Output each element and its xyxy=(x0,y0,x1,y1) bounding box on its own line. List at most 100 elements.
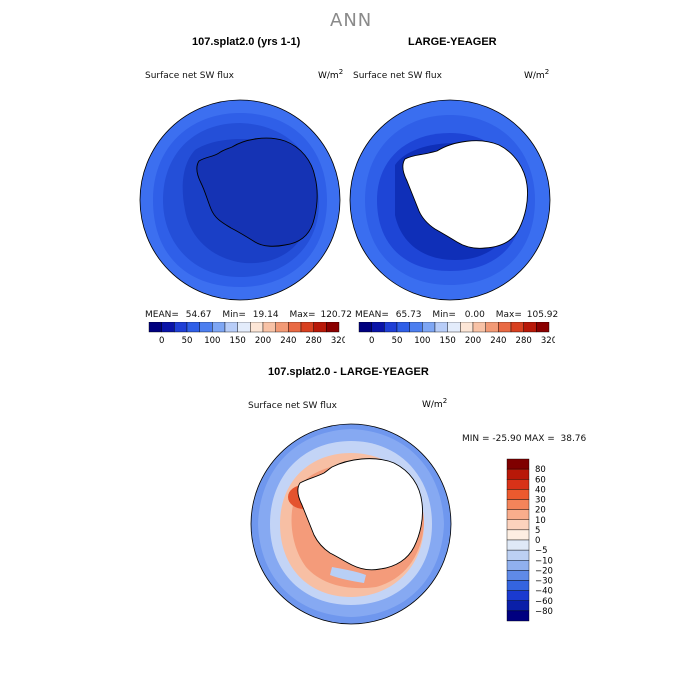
cb1-swatch-1 xyxy=(161,322,175,333)
panel-1-mean-value: 54.67 xyxy=(185,310,212,320)
cb2-swatch-10 xyxy=(485,322,499,333)
map2-boundary xyxy=(349,99,551,301)
panel-2-colorbar: 0 50 100 150 200 240 280 320 xyxy=(358,322,555,346)
cb3-swatch-10 xyxy=(506,560,530,571)
map2-antarctica-mask xyxy=(402,140,528,249)
cb3-tick-label: 30 xyxy=(535,496,546,506)
cb3-swatch-1 xyxy=(506,468,530,480)
panel-1-stats: MEAN= 54.67 Min= 19.14 Max= 120.72 xyxy=(145,310,352,320)
cb1-swatch-4 xyxy=(199,322,213,333)
map1-antarctica-outline xyxy=(196,137,318,247)
cb3-tick-label: −80 xyxy=(535,607,553,617)
cb3-swatch-12 xyxy=(506,580,530,591)
panel-1-max-value: 120.72 xyxy=(320,310,352,320)
cb1-swatch-14 xyxy=(326,322,340,333)
panel-1-variable-label: Surface net SW flux xyxy=(145,71,234,81)
cb2-swatch-9 xyxy=(472,322,486,333)
cb3-tick-label: 5 xyxy=(535,526,540,536)
cb2-tick-label: 240 xyxy=(490,336,506,346)
panel-2-mean-value: 65.73 xyxy=(395,310,422,320)
map3-cool-notch xyxy=(330,567,366,583)
cb3-swatch-8 xyxy=(506,539,530,551)
panel-1-min-label: Min= xyxy=(222,310,246,320)
cb2-swatch-14 xyxy=(536,322,550,333)
map1-left-strip xyxy=(140,100,147,300)
cb3-swatch-3 xyxy=(506,489,530,500)
cb1-swatch-3 xyxy=(186,322,200,333)
cb3-tick-label: −40 xyxy=(535,587,553,597)
cb3-tick-label: 40 xyxy=(535,485,546,495)
panel-2-max-value: 105.92 xyxy=(526,310,559,320)
cb2-swatch-4 xyxy=(409,322,423,333)
cb3-swatch-11 xyxy=(506,570,530,581)
cb3-tick-label: 0 xyxy=(535,536,540,546)
panel-1-min-value: 19.14 xyxy=(252,310,279,320)
cb3-swatch-6 xyxy=(506,519,530,531)
map-panel-2 xyxy=(349,99,551,301)
panel-2-variable-label: Surface net SW flux xyxy=(353,71,442,81)
cb1-tick-label: 150 xyxy=(230,336,246,346)
cb2-tick-label: 0 xyxy=(369,336,374,346)
map3-boundary xyxy=(250,423,452,625)
cb2-swatch-7 xyxy=(447,322,461,333)
panel-3-title: 107.splat2.0 - LARGE-YEAGER xyxy=(268,366,429,378)
cb1-swatch-0 xyxy=(148,322,162,333)
cb3-swatch-2 xyxy=(506,479,530,490)
panel-2-min-label: Min= xyxy=(432,310,456,320)
cb2-swatch-5 xyxy=(422,322,436,333)
cb3-swatch-15 xyxy=(506,610,530,622)
cb1-swatch-5 xyxy=(212,322,226,333)
cb3-swatch-14 xyxy=(506,600,530,612)
cb1-swatch-7 xyxy=(237,322,251,333)
cb2-swatch-3 xyxy=(396,322,410,333)
cb2-swatch-8 xyxy=(460,322,474,333)
cb3-tick-label: −10 xyxy=(535,556,553,566)
panel-3-units: W/m2 xyxy=(422,397,448,410)
cb1-swatch-8 xyxy=(250,322,264,333)
cb2-tick-label: 50 xyxy=(392,336,403,346)
cb1-tick-label: 320 xyxy=(331,336,345,346)
cb1-tick-label: 100 xyxy=(204,336,220,346)
cb2-tick-label: 200 xyxy=(465,336,481,346)
cb1-swatch-6 xyxy=(224,322,238,333)
cb2-swatch-6 xyxy=(434,322,448,333)
cb3-tick-label: −60 xyxy=(535,597,553,607)
cb3-swatch-4 xyxy=(506,499,530,510)
cb1-swatch-2 xyxy=(174,322,188,333)
cb2-tick-label: 280 xyxy=(516,336,532,346)
panel-2-units: W/m2 xyxy=(524,68,550,81)
panel-1-colorbar: 0 50 100 150 200 240 280 320 xyxy=(148,322,345,346)
panel-3-variable-label: Surface net SW flux xyxy=(248,401,337,411)
cb1-swatch-11 xyxy=(288,322,302,333)
cb3-swatch-5 xyxy=(506,509,530,520)
cb1-swatch-13 xyxy=(313,322,327,333)
cb3-swatch-7 xyxy=(506,529,530,541)
cb3-tick-label: −20 xyxy=(535,566,553,576)
cb2-swatch-11 xyxy=(498,322,512,333)
panel-1-units: W/m2 xyxy=(318,68,344,81)
cb1-tick-label: 240 xyxy=(280,336,296,346)
cb2-swatch-0 xyxy=(358,322,372,333)
cb3-tick-label: 10 xyxy=(535,516,546,526)
cb3-swatch-13 xyxy=(506,590,530,601)
cb2-tick-label: 100 xyxy=(414,336,430,346)
cb3-tick-label: −30 xyxy=(535,577,553,587)
panel-1-title: 107.splat2.0 (yrs 1-1) xyxy=(192,36,301,48)
panel-3-stats: MIN = -25.90 MAX = 38.76 xyxy=(462,434,587,444)
cb2-swatch-2 xyxy=(384,322,398,333)
cb3-tick-label: 20 xyxy=(535,506,546,516)
cb2-tick-label: 320 xyxy=(541,336,555,346)
cb1-tick-label: 50 xyxy=(182,336,193,346)
cb2-swatch-12 xyxy=(510,322,524,333)
cb1-tick-label: 280 xyxy=(306,336,322,346)
cb1-tick-label: 200 xyxy=(255,336,271,346)
cb3-swatch-9 xyxy=(506,549,530,561)
panel-1-mean-label: MEAN= xyxy=(145,310,179,320)
panel-2-mean-label: MEAN= xyxy=(355,310,389,320)
cb2-tick-label: 150 xyxy=(440,336,456,346)
cb2-swatch-13 xyxy=(523,322,537,333)
cb1-swatch-9 xyxy=(262,322,276,333)
cb3-swatch-0 xyxy=(506,458,530,470)
panel-2-stats: MEAN= 65.73 Min= 0.00 Max= 105.92 xyxy=(355,310,558,320)
